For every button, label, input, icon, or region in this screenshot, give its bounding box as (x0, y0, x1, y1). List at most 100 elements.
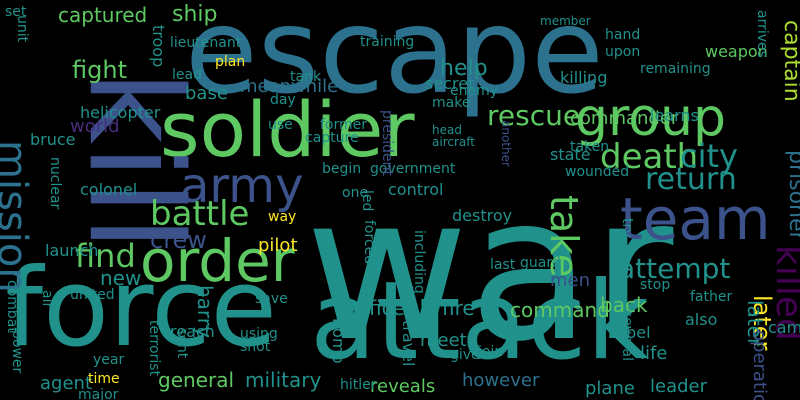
word-military: military (245, 368, 322, 392)
word-guard: guard (520, 255, 561, 271)
word-including: including (411, 230, 427, 294)
word-group: group (575, 88, 727, 148)
word-led: led (359, 190, 375, 212)
word-air: air (39, 290, 55, 309)
word-last: last (490, 257, 516, 273)
word-reveals: reveals (370, 376, 436, 397)
word-save: save (255, 291, 288, 307)
word-several: several (619, 310, 635, 362)
word-united: united (70, 287, 115, 303)
word-day: day (270, 92, 296, 108)
word-secret: secret (425, 74, 475, 93)
word-upon: upon (605, 44, 641, 60)
word-launch: launch (45, 241, 99, 260)
word-escape: escape (185, 0, 604, 120)
word-time: time (88, 371, 120, 387)
word-help: help (440, 56, 488, 81)
word-destroy: destroy (452, 206, 513, 225)
word-back: back (600, 293, 648, 317)
word-new: new (100, 266, 142, 290)
word-another: another (499, 120, 513, 167)
word-attack: attack (310, 259, 649, 384)
word-killing: killing (560, 68, 608, 87)
word-learns: learns (650, 106, 699, 125)
word-also: also (685, 310, 718, 329)
word-return: return (645, 162, 737, 197)
word-wounded: wounded (565, 164, 630, 180)
word-ship: ship (172, 2, 218, 27)
word-officer: officer (350, 296, 414, 320)
word-plane: plane (585, 378, 635, 399)
word-father: father (690, 289, 733, 305)
word-harry: harry (193, 285, 217, 338)
word-control: control (388, 180, 444, 199)
word-nuclear: nuclear (47, 157, 63, 210)
word-government: government (370, 161, 456, 177)
word-life: life (640, 343, 668, 364)
word-plan: plan (215, 54, 246, 70)
word-hand: hand (605, 27, 641, 43)
word-remaining: remaining (640, 61, 711, 77)
word-mission: mission (0, 140, 35, 293)
word-command: command (510, 298, 610, 322)
word-crew: crew (150, 226, 207, 254)
word-helicopter: helicopter (80, 103, 161, 122)
word-meanwhile: meanwhile (240, 76, 339, 97)
word-battle: battle (150, 194, 250, 234)
word-operation: operation (749, 330, 770, 400)
word-force: force (5, 246, 277, 371)
word-try: try (619, 218, 635, 238)
word-however: however (462, 370, 540, 391)
word-find: find (75, 237, 136, 275)
word-travel: travel (399, 320, 418, 367)
word-forced: forced (361, 220, 377, 265)
word-make: make (432, 95, 471, 111)
word-war: war (305, 153, 674, 386)
word-hitler: hitler (340, 377, 377, 393)
word-rebel: rebel (610, 323, 651, 342)
word-captured: captured (58, 3, 148, 27)
word-reach: reach (170, 322, 215, 341)
word-fire: fire (442, 296, 475, 320)
word-member: member (540, 14, 591, 28)
word-way: way (268, 209, 297, 225)
word-team: team (620, 185, 771, 253)
word-using: using (240, 326, 278, 342)
word-leader: leader (650, 376, 708, 397)
word-tank: tank (290, 69, 322, 85)
word-set: set (5, 4, 27, 20)
word-city: city (680, 137, 738, 175)
word-lieutenant: lieutenant (170, 35, 242, 51)
word-power: power (9, 330, 25, 374)
word-base: base (185, 83, 228, 104)
word-state: state (550, 145, 591, 164)
word-attempt: attempt (618, 252, 731, 285)
word-year: year (93, 352, 125, 368)
word-president: president (379, 110, 395, 176)
word-meet: meet (420, 330, 467, 351)
word-taken: taken (570, 139, 610, 155)
word-former: former (320, 117, 368, 133)
word-prisoner: prisoner (784, 150, 800, 241)
word-world: world (70, 116, 120, 137)
word-aircraft: aircraft (432, 135, 475, 149)
word-terrorist: terrorist (146, 320, 162, 377)
word-bomb: bomb (329, 318, 348, 364)
word-fight: fight (72, 56, 127, 84)
word-arrives: arrives (754, 10, 770, 58)
word-general: general (158, 368, 235, 392)
word-army: army (180, 158, 304, 214)
word-lead: lead (172, 67, 202, 83)
word-major: major (78, 387, 119, 400)
word-captain: captain (779, 20, 800, 102)
word-head: head (432, 123, 462, 137)
word-rescue: rescue (487, 99, 581, 132)
word-agent: agent (40, 373, 92, 394)
word-soldier: soldier (160, 85, 415, 174)
word-bruce: bruce (30, 130, 76, 149)
word-training: training (360, 34, 415, 50)
word-camp: camp (768, 318, 800, 337)
word-combat: combat (4, 280, 20, 333)
word-commander: commander (570, 108, 679, 129)
